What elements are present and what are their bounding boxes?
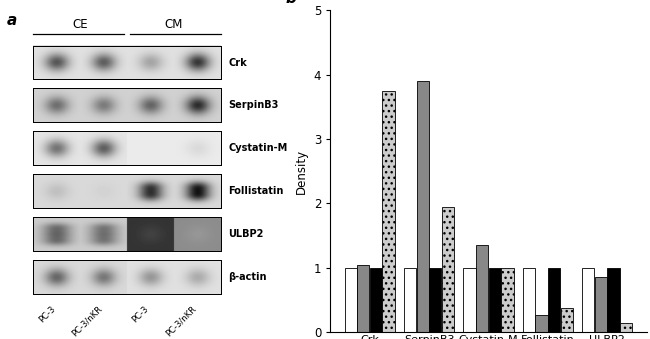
Bar xyxy=(548,268,560,332)
Bar xyxy=(344,268,357,332)
Bar xyxy=(33,88,221,122)
Bar xyxy=(582,268,595,332)
Bar xyxy=(33,217,221,251)
Bar xyxy=(33,260,221,294)
Bar xyxy=(33,174,221,208)
Text: Crk: Crk xyxy=(228,58,247,67)
Bar xyxy=(33,46,221,79)
Bar xyxy=(33,217,221,251)
Bar xyxy=(33,174,221,208)
Text: PC-3/nKR: PC-3/nKR xyxy=(163,304,198,338)
Text: PC-3: PC-3 xyxy=(131,304,151,324)
Bar xyxy=(33,260,221,294)
Bar xyxy=(620,323,632,332)
Text: Follistatin: Follistatin xyxy=(228,186,284,196)
Text: PC-3: PC-3 xyxy=(37,304,57,324)
Bar xyxy=(404,268,416,332)
Bar xyxy=(382,91,395,332)
Bar xyxy=(33,131,221,165)
Bar xyxy=(33,131,221,165)
Bar xyxy=(442,206,454,332)
Bar xyxy=(429,268,441,332)
Text: CM: CM xyxy=(165,18,183,31)
Bar xyxy=(476,245,488,332)
Text: b: b xyxy=(286,0,297,6)
Text: SerpinB3: SerpinB3 xyxy=(228,100,279,110)
Bar xyxy=(501,268,514,332)
Text: a: a xyxy=(6,14,16,28)
Bar xyxy=(33,88,221,122)
Bar xyxy=(463,268,476,332)
Bar xyxy=(489,268,501,332)
Bar xyxy=(370,268,382,332)
Bar xyxy=(608,268,619,332)
Bar xyxy=(536,315,548,332)
Y-axis label: Density: Density xyxy=(295,148,308,194)
Text: PC-3/nKR: PC-3/nKR xyxy=(70,304,104,338)
Bar xyxy=(358,264,369,332)
Bar xyxy=(417,81,429,332)
Text: Cystatin-M: Cystatin-M xyxy=(228,143,287,153)
Bar xyxy=(561,308,573,332)
Bar xyxy=(595,277,607,332)
Bar xyxy=(523,268,535,332)
Text: CE: CE xyxy=(73,18,88,31)
Bar xyxy=(33,46,221,79)
Text: β-actin: β-actin xyxy=(228,272,267,282)
Text: ULBP2: ULBP2 xyxy=(228,229,264,239)
